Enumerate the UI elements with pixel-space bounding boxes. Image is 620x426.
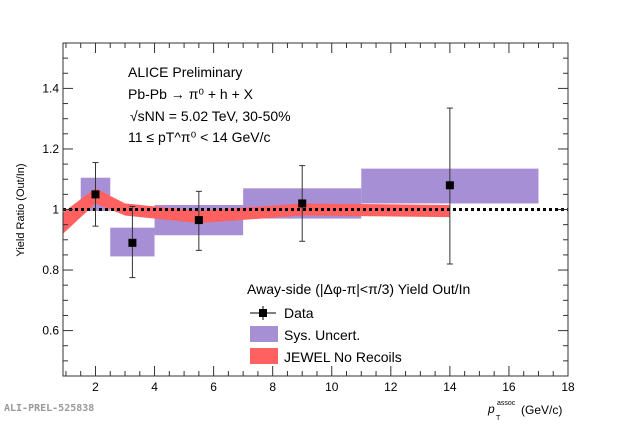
watermark: ALI-PREL-525838 [4, 403, 95, 414]
x-tick-label: 2 [92, 380, 99, 394]
x-tick-label: 12 [384, 380, 398, 394]
legend-data-label: Data [284, 305, 314, 321]
y-tick-label: 1.4 [42, 81, 59, 95]
x-tick-label: 18 [561, 380, 575, 394]
x-tick-label: 6 [210, 380, 217, 394]
y-axis-label: Yield Ratio (Out/In) [15, 163, 27, 256]
legend-jewel-label: JEWEL No Recoils [284, 349, 402, 365]
x-tick-label: 14 [443, 380, 457, 394]
data-points [91, 107, 454, 279]
annotation-energy: √sNN = 5.02 TeV, 30-50% [130, 108, 291, 124]
legend-sys-label: Sys. Uncert. [284, 327, 360, 343]
data-marker [445, 181, 454, 190]
data-marker [194, 216, 203, 225]
axes: 2 4 6 8 10 12 14 16 18 0.6 0.8 1 1.2 1.4 [42, 42, 575, 394]
y-tick-label: 0.6 [42, 324, 59, 338]
x-tick-label: 16 [502, 380, 516, 394]
legend: Away-side (|Δφ-π|<π/3) Yield Out/In Data… [247, 281, 470, 365]
legend-title: Away-side (|Δφ-π|<π/3) Yield Out/In [247, 281, 470, 297]
data-marker [298, 199, 307, 208]
data-marker [91, 190, 100, 199]
data-marker [128, 238, 137, 247]
legend-data-marker [250, 306, 276, 320]
x-label-unit: (GeV/c) [521, 403, 562, 417]
annotation-pt-range: 11 ≤ pT^π⁰ < 14 GeV/c [128, 129, 271, 145]
x-label-sub: T [496, 415, 501, 421]
y-tick-label: 1 [52, 203, 59, 217]
data-point [298, 165, 307, 242]
y-tick-label: 1.2 [42, 142, 59, 156]
data-point [445, 107, 454, 265]
x-tick-label: 10 [325, 380, 339, 394]
x-tick-label: 8 [269, 380, 276, 394]
annotation-alice: ALICE Preliminary [128, 64, 242, 80]
jewel-band [63, 188, 450, 234]
legend-jewel-swatch [250, 348, 278, 364]
annotation-system: Pb-Pb → π⁰ + h + X [128, 86, 254, 102]
data-point [194, 190, 203, 251]
x-axis-label: p T assoc (GeV/c) [487, 400, 562, 422]
x-label-main: p [487, 402, 495, 416]
jewel-band-area [63, 188, 450, 234]
data-point [91, 162, 100, 227]
data-point [128, 205, 137, 279]
x-label-sup: assoc [497, 400, 516, 407]
legend-sys-swatch [250, 326, 278, 342]
x-tick-label: 4 [151, 380, 158, 394]
y-tick-label: 0.8 [42, 263, 59, 277]
